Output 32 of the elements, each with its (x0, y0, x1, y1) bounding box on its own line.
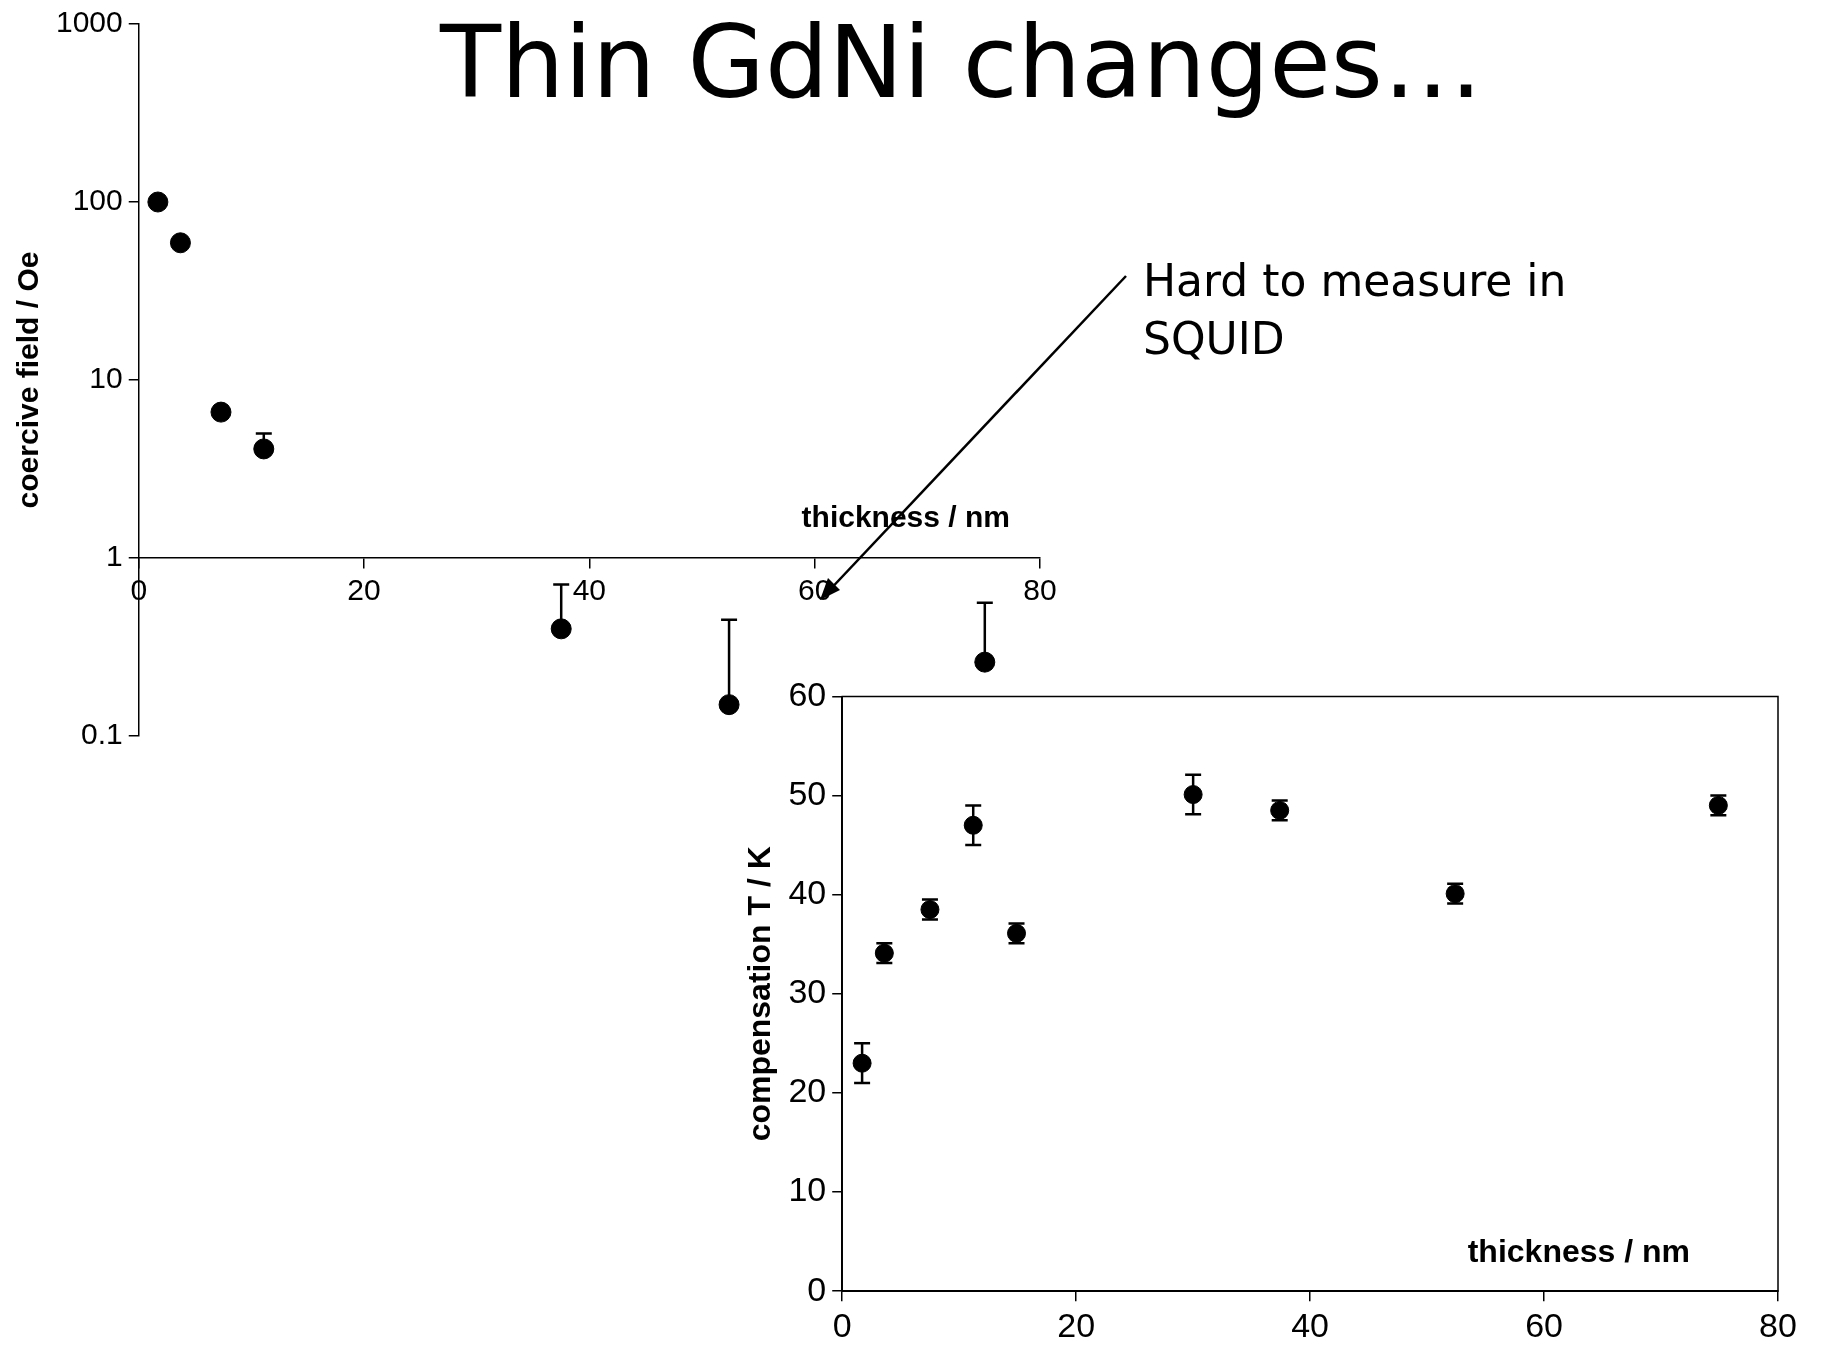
chart-title: Thin GdNi changes… (440, 4, 1483, 121)
y-tick-label: 10 (788, 1170, 827, 1209)
x-axis-title: thickness / nm (1467, 1233, 1690, 1270)
point (169, 232, 191, 254)
y-tick-label: 0.1 (81, 717, 123, 751)
y-axis-title: coercive field / Oe (11, 251, 45, 509)
x-tick-label: 80 (1759, 1305, 1797, 1344)
x-tick-label: 0 (832, 1305, 852, 1344)
y-tick-label: 10 (89, 361, 123, 395)
text: Hard to measure in SQUID (1143, 254, 1567, 366)
x-tick-label: 80 (1023, 573, 1057, 607)
y-tick-label: 30 (788, 972, 827, 1011)
x-tick-label: 60 (1525, 1305, 1563, 1344)
x-tick-label: 40 (572, 573, 607, 607)
y-tick-label: 0 (807, 1269, 827, 1308)
y-axis-title: compensation T / K (741, 846, 778, 1142)
point (210, 401, 232, 423)
y-tick-label: 50 (788, 773, 827, 812)
y-tick-label: 100 (72, 183, 123, 217)
x-tick-label: 20 (347, 573, 381, 607)
point (550, 618, 572, 640)
point (718, 694, 740, 716)
x-tick-label: 40 (1291, 1305, 1330, 1344)
y-tick-label: 40 (788, 873, 827, 912)
point (974, 651, 996, 673)
y-tick-label: 1 (106, 539, 123, 573)
y-tick-label: 1000 (55, 5, 123, 39)
x-tick-label: 20 (1057, 1305, 1096, 1344)
y-tick-label: 60 (788, 674, 827, 713)
point (253, 438, 275, 460)
point (147, 191, 169, 213)
y-tick-label: 20 (788, 1071, 827, 1110)
